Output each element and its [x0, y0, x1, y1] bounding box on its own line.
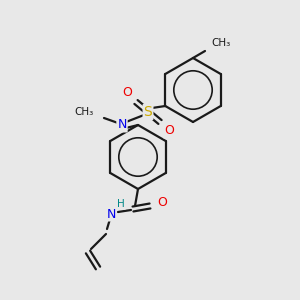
Text: H: H	[117, 199, 125, 209]
Text: CH₃: CH₃	[212, 38, 231, 48]
Text: O: O	[122, 86, 132, 100]
Text: N: N	[106, 208, 116, 220]
Text: S: S	[144, 105, 152, 119]
Text: O: O	[164, 124, 174, 137]
Text: CH₃: CH₃	[74, 107, 94, 117]
Text: N: N	[117, 118, 127, 131]
Text: O: O	[157, 196, 167, 208]
